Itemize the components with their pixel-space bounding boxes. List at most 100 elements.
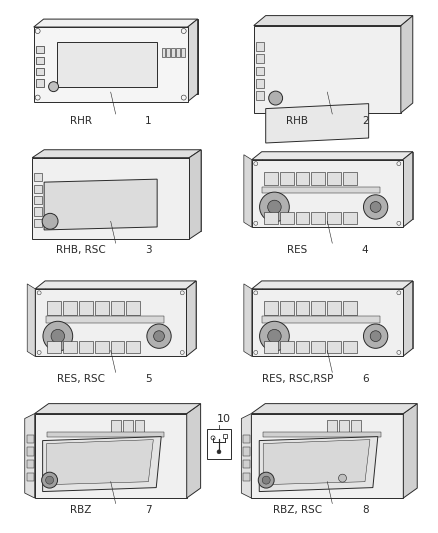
Polygon shape	[35, 57, 44, 64]
Polygon shape	[27, 435, 34, 443]
Polygon shape	[280, 172, 293, 185]
Polygon shape	[46, 432, 164, 437]
Polygon shape	[311, 172, 325, 185]
Polygon shape	[252, 289, 403, 357]
Polygon shape	[46, 316, 163, 322]
Polygon shape	[254, 26, 401, 113]
Polygon shape	[44, 179, 157, 230]
Polygon shape	[79, 301, 93, 314]
Circle shape	[370, 201, 381, 212]
Polygon shape	[343, 172, 357, 185]
Polygon shape	[241, 414, 251, 498]
Polygon shape	[403, 152, 413, 227]
Circle shape	[268, 91, 283, 105]
Polygon shape	[280, 341, 293, 353]
Text: 4: 4	[362, 245, 368, 255]
Polygon shape	[263, 432, 381, 437]
Polygon shape	[296, 341, 309, 353]
Polygon shape	[27, 447, 34, 456]
Polygon shape	[244, 284, 252, 357]
Polygon shape	[127, 301, 140, 314]
Text: 6: 6	[362, 374, 368, 384]
Polygon shape	[27, 284, 35, 357]
Polygon shape	[263, 440, 370, 484]
Polygon shape	[134, 421, 145, 432]
Polygon shape	[32, 150, 201, 158]
Polygon shape	[262, 187, 380, 193]
Polygon shape	[34, 173, 42, 181]
Polygon shape	[123, 421, 133, 432]
Polygon shape	[34, 19, 198, 27]
Circle shape	[217, 450, 221, 454]
Polygon shape	[35, 289, 186, 357]
Polygon shape	[244, 435, 250, 443]
Circle shape	[42, 472, 57, 488]
Circle shape	[43, 321, 73, 351]
Polygon shape	[244, 155, 252, 227]
Polygon shape	[403, 281, 413, 357]
Polygon shape	[110, 301, 124, 314]
Polygon shape	[244, 460, 250, 469]
Polygon shape	[47, 301, 61, 314]
Circle shape	[42, 213, 58, 229]
Polygon shape	[35, 46, 44, 53]
Polygon shape	[181, 48, 185, 57]
Polygon shape	[252, 281, 413, 289]
Polygon shape	[110, 341, 124, 353]
Circle shape	[260, 192, 290, 222]
Polygon shape	[244, 447, 250, 456]
Polygon shape	[256, 42, 264, 51]
Circle shape	[364, 195, 388, 219]
Polygon shape	[252, 152, 413, 160]
Polygon shape	[254, 15, 413, 26]
Polygon shape	[256, 79, 264, 87]
Polygon shape	[187, 403, 201, 498]
Polygon shape	[34, 184, 42, 193]
Circle shape	[154, 331, 164, 342]
Polygon shape	[311, 341, 325, 353]
Polygon shape	[32, 158, 189, 239]
Polygon shape	[296, 212, 309, 224]
Polygon shape	[264, 212, 278, 224]
Polygon shape	[186, 281, 196, 357]
Circle shape	[364, 324, 388, 349]
Polygon shape	[327, 421, 337, 432]
Polygon shape	[327, 301, 341, 314]
Text: 3: 3	[145, 245, 152, 255]
Polygon shape	[264, 301, 278, 314]
Circle shape	[51, 329, 64, 343]
Polygon shape	[47, 341, 61, 353]
Polygon shape	[311, 212, 325, 224]
Polygon shape	[35, 403, 201, 414]
Polygon shape	[266, 103, 369, 143]
Polygon shape	[401, 15, 413, 113]
Polygon shape	[296, 301, 309, 314]
Polygon shape	[34, 196, 42, 204]
Polygon shape	[35, 68, 44, 76]
Polygon shape	[256, 91, 264, 100]
Text: RES: RES	[287, 245, 307, 255]
Polygon shape	[34, 207, 42, 215]
Circle shape	[339, 474, 346, 482]
Polygon shape	[244, 473, 250, 481]
Text: 5: 5	[145, 374, 152, 384]
Text: RBZ: RBZ	[70, 505, 92, 515]
Polygon shape	[57, 42, 157, 87]
Polygon shape	[35, 79, 44, 87]
Text: RBZ, RSC: RBZ, RSC	[273, 505, 322, 515]
Polygon shape	[188, 19, 198, 102]
Polygon shape	[177, 48, 180, 57]
Polygon shape	[79, 341, 93, 353]
Text: 2: 2	[362, 116, 368, 126]
Circle shape	[260, 321, 290, 351]
Polygon shape	[262, 316, 380, 322]
Polygon shape	[264, 172, 278, 185]
Polygon shape	[280, 212, 293, 224]
Polygon shape	[44, 150, 201, 231]
Polygon shape	[343, 301, 357, 314]
Polygon shape	[111, 421, 120, 432]
Polygon shape	[311, 301, 325, 314]
Polygon shape	[339, 421, 349, 432]
Text: RHB, RSC: RHB, RSC	[56, 245, 106, 255]
Polygon shape	[280, 301, 293, 314]
